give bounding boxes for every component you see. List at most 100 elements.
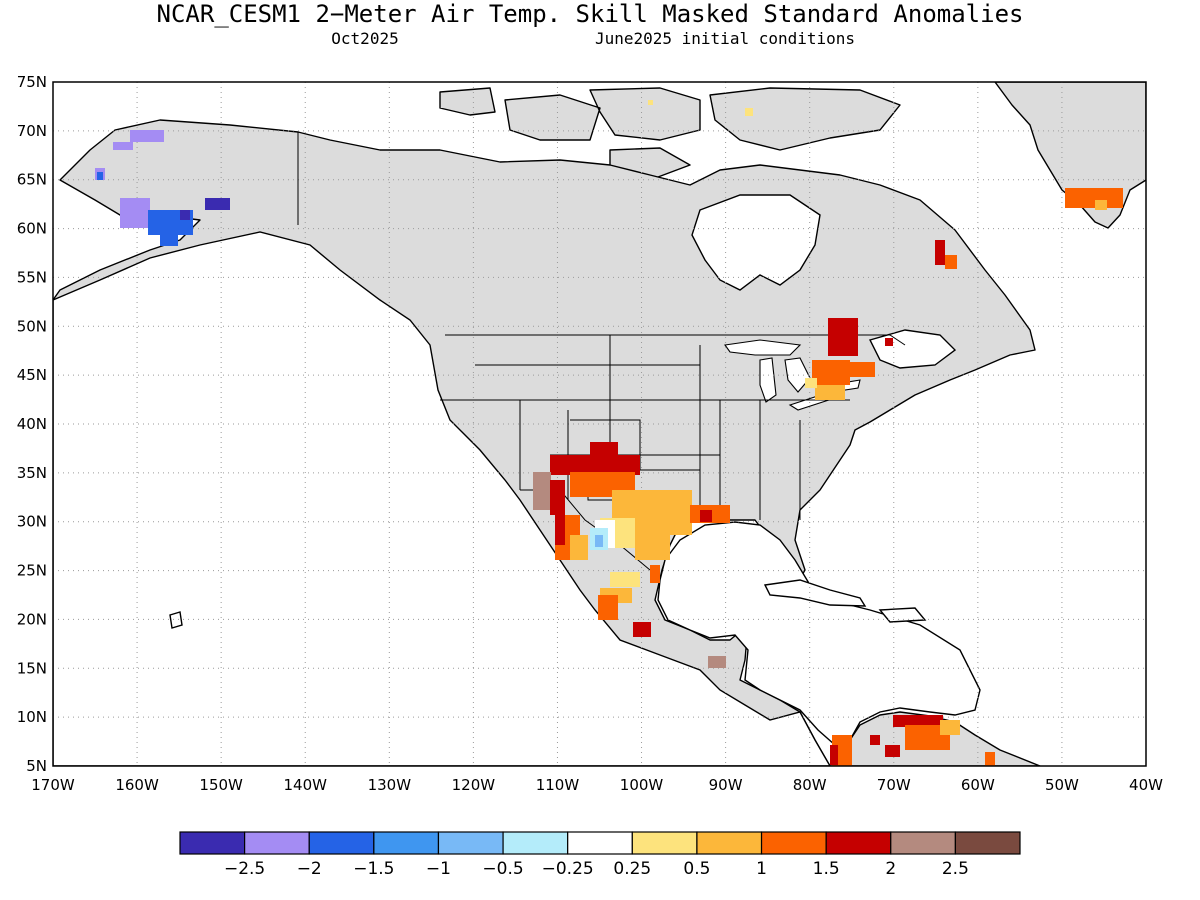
longitude-tick-label: 130W [368,776,412,794]
colorbar-label: −1.5 [353,859,394,879]
anomaly-cell [893,715,943,727]
longitude-tick-label: 40W [1129,776,1163,794]
anomaly-cell [633,622,651,637]
gulf-of-mexico [657,521,981,746]
anomaly-cell [610,572,640,587]
anomaly-cell [635,530,670,560]
anomaly-cell [812,360,850,385]
longitude-tick-label: 50W [1045,776,1079,794]
anomaly-cell [830,745,838,765]
longitude-tick-label: 160W [115,776,159,794]
anomaly-cell [708,656,726,668]
colorbar-swatch [631,831,698,855]
anomaly-cell [555,515,565,545]
colorbar-swatch [437,831,504,855]
colorbar-swatch [373,831,440,855]
anomaly-cell [985,752,995,766]
anomaly-cell [940,720,960,735]
anomaly-cell [945,255,957,269]
lake-michigan [759,357,777,403]
latitude-tick-label: 15N [17,659,47,677]
colorbar-swatch [308,831,375,855]
anomaly-cell [205,198,230,210]
colorbar-swatch [825,831,892,855]
anomaly-cell [1065,188,1123,208]
longitude-tick-label: 100W [620,776,664,794]
pacific-ocean [53,231,831,766]
latitude-tick-label: 65N [17,171,47,189]
anomaly-cell [130,130,164,142]
latitude-tick-label: 40N [17,415,47,433]
anomaly-cell [550,480,565,515]
lake-superior [724,339,802,356]
colorbar-label: 0.5 [683,859,710,879]
anomaly-cell [815,385,845,400]
anomaly-cell [160,232,178,246]
anomaly-cell [870,735,880,745]
map-title: NCAR_CESM1 2−Meter Air Temp. Skill Maske… [157,0,1024,28]
longitude-tick-label: 70W [877,776,911,794]
anomaly-cell [850,362,875,377]
anomaly-cell [935,240,945,265]
latitude-tick-label: 55N [17,268,47,286]
longitude-tick-label: 140W [283,776,327,794]
longitude-tick-label: 170W [31,776,75,794]
colorbar-swatch [890,831,956,855]
longitude-tick-label: 110W [536,776,580,794]
initial-conditions-label: June2025 initial conditions [595,29,855,48]
colorbar-label: −0.5 [482,859,523,879]
longitude-tick-label: 120W [452,776,496,794]
latitude-tick-label: 20N [17,610,47,628]
hispaniola [878,607,927,623]
colorbar-label: 2 [885,859,896,879]
anomaly-cell [180,210,190,220]
colorbar-label: −2.5 [224,859,265,879]
anomaly-cell [113,142,133,150]
gridlines [53,82,1146,766]
arctic-islands [439,87,901,181]
anomaly-cell [805,378,817,388]
colorbar: −2.5 −2 −1.5 −1 −0.5 −0.25 0.25 0.5 1 1.5 2 2.5 [179,831,1021,879]
colorbar-swatch [567,831,633,855]
latitude-tick-label: 30N [17,513,47,531]
colorbar-swatch [244,831,310,855]
anomaly-cell [97,172,103,180]
anomaly-cells [95,100,1123,766]
colorbar-label: 0.25 [613,859,651,879]
colorbar-label: 2.5 [942,859,969,879]
longitude-labels: 170W 160W 150W 140W 130W 120W 110W 100W 90W 80W 70… [31,776,1163,794]
hudson-bay [691,194,821,291]
colorbar-label: −0.25 [542,859,594,879]
colorbar-swatch [179,831,246,855]
anomaly-cell [590,442,618,460]
latitude-tick-label: 10N [17,708,47,726]
anomaly-cell [700,510,712,522]
anomaly-cell [595,535,603,547]
latitude-tick-label: 35N [17,464,47,482]
latitude-labels: 75N 70N 65N 60N 55N 50N 45N 40N 35N 30N 25N 20N 15N 1… [17,73,47,775]
anomaly-cell [885,745,900,757]
anomaly-cell [648,100,653,105]
longitude-tick-label: 150W [199,776,243,794]
anomaly-cell [828,318,858,356]
latitude-tick-label: 60N [17,220,47,238]
anomaly-cell [570,535,588,560]
longitude-tick-label: 60W [961,776,995,794]
colorbar-swatch [502,831,569,855]
anomaly-cell [533,472,551,510]
colorbar-label: −1 [426,859,451,879]
hawaii-island [169,611,183,629]
latitude-tick-label: 45N [17,366,47,384]
anomaly-cell [120,198,150,228]
latitude-tick-label: 50N [17,317,47,335]
anomaly-cell [745,108,753,116]
anomaly-cell [650,565,660,583]
anomaly-cell [885,338,893,346]
colorbar-label: 1.5 [813,859,840,879]
colorbar-swatch [954,831,1021,855]
latitude-tick-label: 5N [26,757,47,775]
latitude-tick-label: 75N [17,73,47,91]
colorbar-swatch [696,831,763,855]
colorbar-label: −2 [297,859,322,879]
